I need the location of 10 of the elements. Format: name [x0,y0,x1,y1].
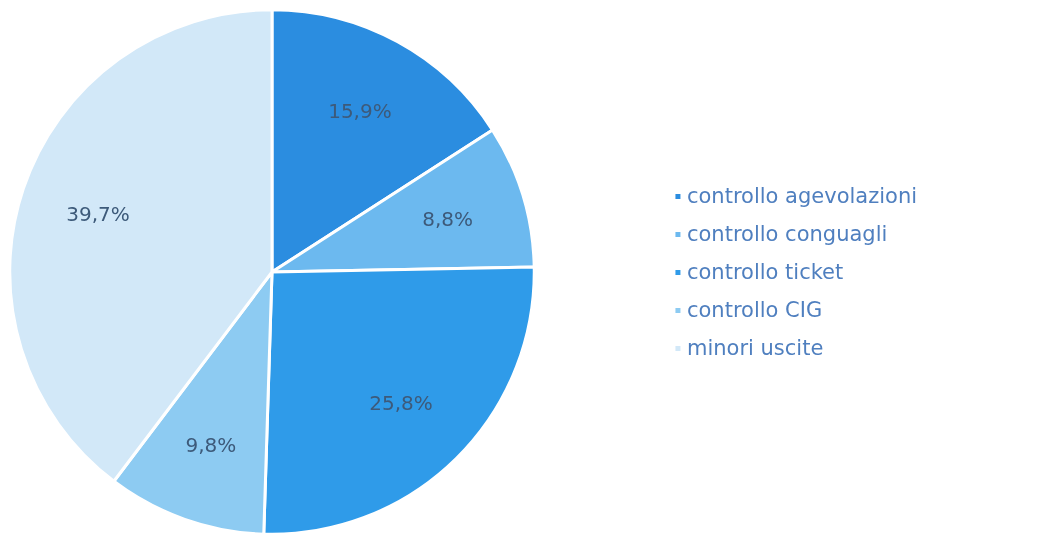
data-label: 25,8% [369,390,433,415]
data-label: 8,8% [422,206,474,231]
legend-label: controllo CIG [686,297,823,322]
legend-label: controllo ticket [686,259,844,284]
legend-label: controllo agevolazioni [686,183,918,208]
data-label: 15,9% [328,98,392,123]
data-label: 9,8% [185,433,237,458]
legend-label: minori uscite [686,335,824,360]
data-label: 39,7% [66,201,130,226]
legend-label: controllo conguagli [686,221,888,246]
